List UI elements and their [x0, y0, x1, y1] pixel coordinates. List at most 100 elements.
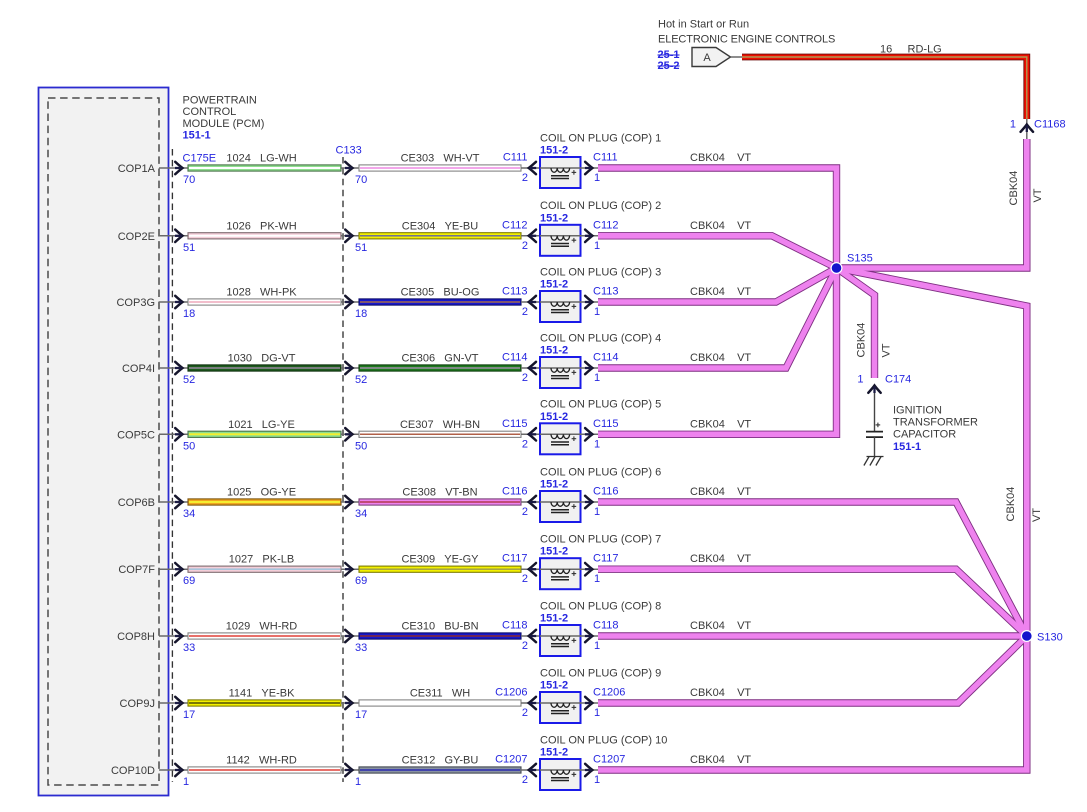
svg-text:COIL ON PLUG (COP) 9: COIL ON PLUG (COP) 9 [540, 667, 661, 679]
svg-text:C111: C111 [503, 152, 528, 164]
svg-text:CE307 WH-BN: CE307 WH-BN [400, 419, 480, 431]
svg-text:2: 2 [522, 240, 528, 252]
svg-text:151-2: 151-2 [540, 345, 568, 357]
svg-text:2: 2 [522, 640, 528, 652]
svg-text:C174: C174 [885, 374, 911, 386]
svg-text:C116: C116 [593, 486, 618, 498]
svg-text:1: 1 [594, 640, 600, 652]
svg-text:C115: C115 [593, 418, 618, 430]
svg-text:1142 WH-RD: 1142 WH-RD [226, 755, 297, 767]
svg-text:C113: C113 [502, 286, 527, 298]
svg-text:18: 18 [355, 308, 367, 320]
svg-text:C133: C133 [336, 144, 362, 156]
svg-text:COIL ON PLUG (COP) 10: COIL ON PLUG (COP) 10 [540, 734, 667, 746]
svg-text:COIL ON PLUG (COP) 5: COIL ON PLUG (COP) 5 [540, 399, 661, 411]
svg-text:1141 YE-BK: 1141 YE-BK [229, 688, 295, 700]
svg-text:69: 69 [183, 575, 195, 587]
svg-text:CE310 BU-BN: CE310 BU-BN [401, 621, 478, 633]
svg-text:1026 PK-WH: 1026 PK-WH [226, 220, 296, 232]
svg-text:18: 18 [183, 308, 195, 320]
svg-text:CBK04: CBK04 [1005, 487, 1017, 522]
svg-text:CBK04 VT: CBK04 VT [690, 418, 751, 430]
svg-text:CE308 VT-BN: CE308 VT-BN [402, 487, 477, 499]
svg-text:34: 34 [183, 508, 195, 520]
svg-text:C118: C118 [593, 620, 618, 632]
svg-text:33: 33 [355, 642, 367, 654]
svg-text:IGNITION: IGNITION [893, 405, 942, 417]
svg-text:ELECTRONIC ENGINE CONTROLS: ELECTRONIC ENGINE CONTROLS [658, 33, 835, 45]
svg-text:C1207: C1207 [593, 754, 625, 766]
svg-text:2: 2 [522, 438, 528, 450]
svg-text:C175E: C175E [183, 153, 217, 165]
svg-text:1: 1 [594, 774, 600, 786]
svg-text:1025 OG-YE: 1025 OG-YE [227, 487, 296, 499]
svg-text:1029 WH-RD: 1029 WH-RD [226, 621, 298, 633]
svg-text:COP3G: COP3G [116, 297, 155, 309]
svg-text:70: 70 [355, 174, 367, 186]
svg-text:151-2: 151-2 [540, 479, 568, 491]
svg-text:34: 34 [355, 508, 367, 520]
svg-text:70: 70 [183, 174, 195, 186]
svg-text:2: 2 [522, 172, 528, 184]
svg-text:VT: VT [1032, 188, 1044, 202]
svg-text:CE306 GN-VT: CE306 GN-VT [401, 353, 478, 365]
svg-text:VT: VT [1031, 508, 1043, 522]
svg-text:MODULE (PCM): MODULE (PCM) [183, 118, 265, 130]
svg-text:1: 1 [594, 172, 600, 184]
svg-text:51: 51 [183, 242, 195, 254]
svg-text:A: A [703, 52, 711, 64]
svg-text:1028 WH-PK: 1028 WH-PK [226, 287, 297, 299]
svg-text:1: 1 [594, 372, 600, 384]
svg-text:POWERTRAIN: POWERTRAIN [183, 95, 257, 107]
svg-text:COP5C: COP5C [117, 429, 155, 441]
svg-text:C115: C115 [502, 418, 527, 430]
svg-text:COP10D: COP10D [111, 765, 155, 777]
svg-text:151-2: 151-2 [540, 546, 568, 558]
svg-text:16 RD-LG: 16 RD-LG [880, 44, 942, 56]
svg-text:25-2: 25-2 [658, 60, 680, 72]
svg-text:CONTROL: CONTROL [183, 106, 237, 118]
svg-text:1021 LG-YE: 1021 LG-YE [228, 419, 295, 431]
svg-text:CBK04 VT: CBK04 VT [690, 220, 751, 232]
svg-text:CAPACITOR: CAPACITOR [893, 429, 956, 441]
svg-text:17: 17 [183, 709, 195, 721]
svg-text:CE304 YE-BU: CE304 YE-BU [402, 220, 478, 232]
svg-text:CBK04 VT: CBK04 VT [690, 553, 751, 565]
svg-text:COIL ON PLUG (COP) 2: COIL ON PLUG (COP) 2 [540, 200, 661, 212]
svg-text:C112: C112 [502, 219, 527, 231]
svg-text:S135: S135 [847, 253, 873, 265]
svg-text:1: 1 [594, 438, 600, 450]
svg-text:52: 52 [355, 374, 367, 386]
svg-text:1: 1 [594, 506, 600, 518]
svg-text:151-2: 151-2 [540, 680, 568, 692]
svg-text:151-1: 151-1 [183, 129, 211, 141]
svg-text:151-2: 151-2 [540, 212, 568, 224]
svg-text:1: 1 [594, 573, 600, 585]
svg-text:151-2: 151-2 [540, 613, 568, 625]
svg-text:CBK04 VT: CBK04 VT [690, 754, 751, 766]
svg-text:1: 1 [355, 776, 361, 788]
svg-text:CBK04 VT: CBK04 VT [690, 486, 751, 498]
svg-text:C114: C114 [593, 352, 618, 364]
svg-text:COIL ON PLUG (COP) 3: COIL ON PLUG (COP) 3 [540, 266, 661, 278]
svg-text:151-2: 151-2 [540, 411, 568, 423]
svg-text:COIL ON PLUG (COP) 8: COIL ON PLUG (COP) 8 [540, 600, 661, 612]
svg-text:COP4I: COP4I [122, 363, 155, 375]
svg-text:1: 1 [1010, 119, 1016, 131]
svg-text:151-1: 151-1 [893, 441, 921, 453]
svg-text:TRANSFORMER: TRANSFORMER [893, 417, 978, 429]
svg-text:COIL ON PLUG (COP) 1: COIL ON PLUG (COP) 1 [540, 132, 661, 144]
svg-text:VT: VT [881, 343, 893, 357]
svg-text:C1206: C1206 [593, 687, 625, 699]
svg-text:1: 1 [594, 240, 600, 252]
svg-text:COP6B: COP6B [118, 497, 155, 509]
svg-text:50: 50 [183, 440, 195, 452]
svg-text:C1206: C1206 [495, 687, 527, 699]
svg-text:33: 33 [183, 642, 195, 654]
svg-text:C113: C113 [593, 286, 618, 298]
svg-text:COP7F: COP7F [118, 564, 155, 576]
svg-text:C112: C112 [593, 219, 618, 231]
svg-text:CBK04 VT: CBK04 VT [690, 620, 751, 632]
svg-text:2: 2 [522, 774, 528, 786]
svg-text:C117: C117 [502, 553, 527, 565]
